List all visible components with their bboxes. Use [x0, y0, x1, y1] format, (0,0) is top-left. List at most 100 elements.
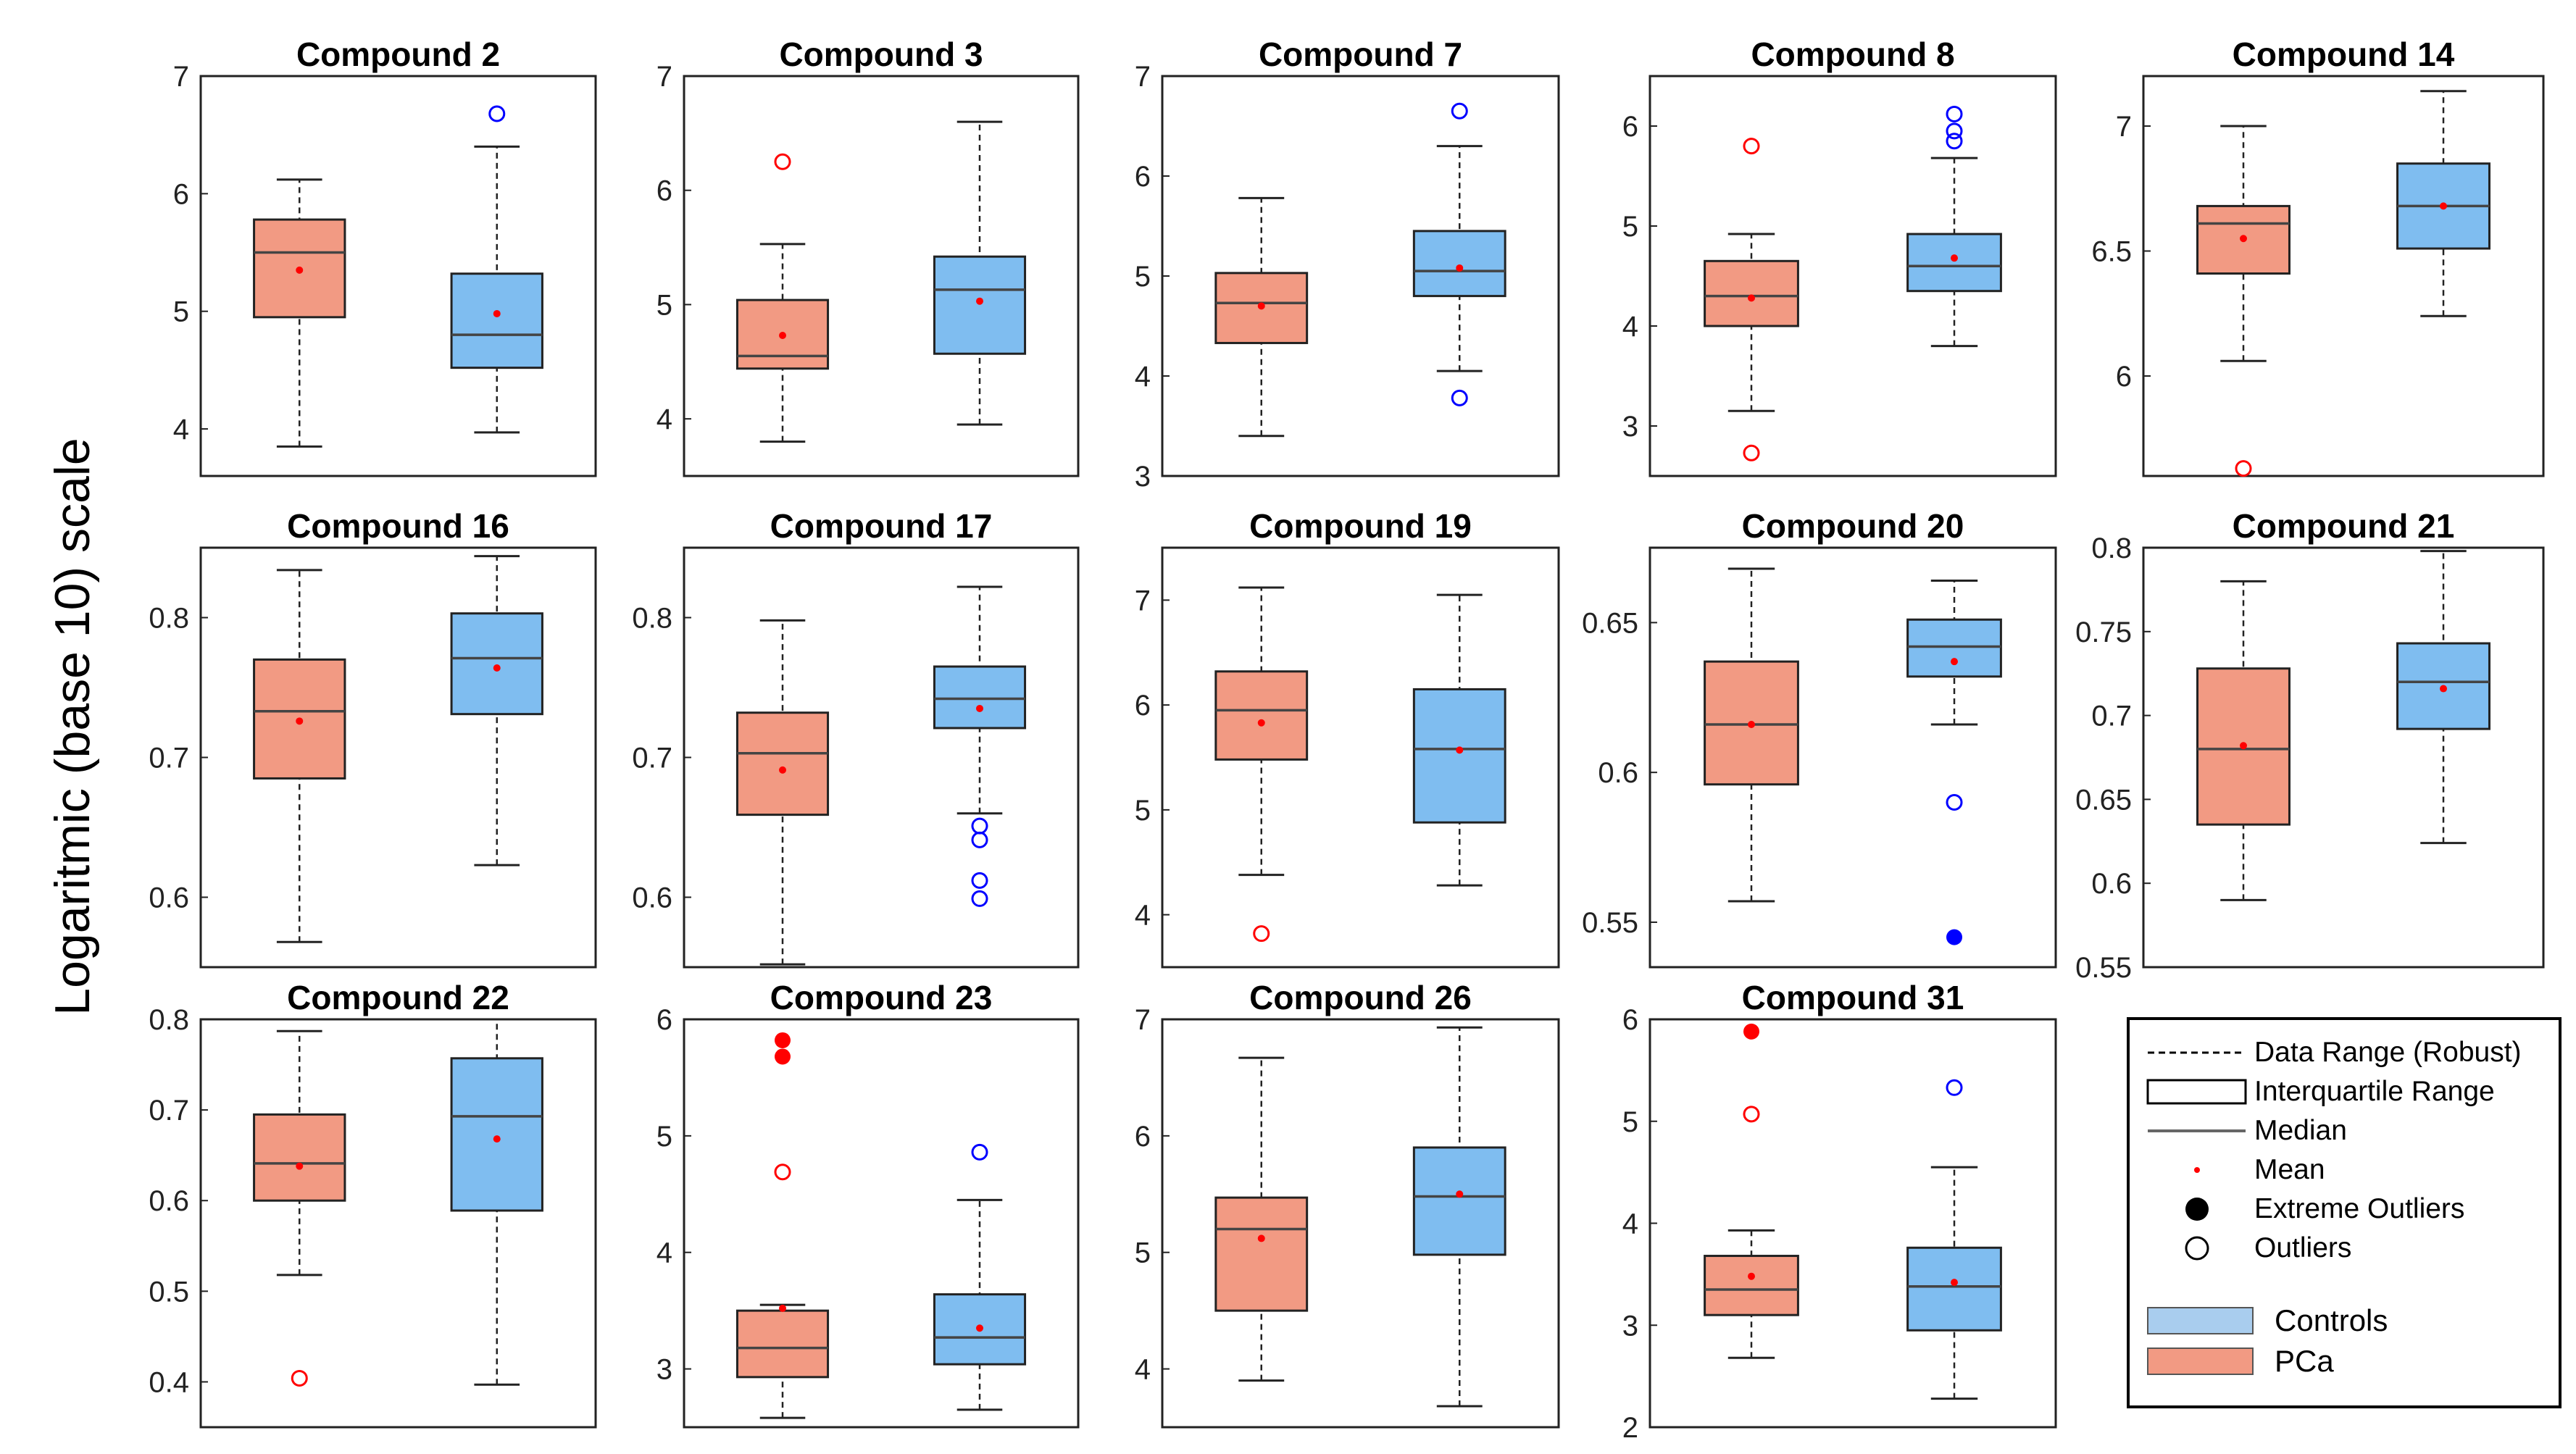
median-line-icon	[2148, 1129, 2246, 1132]
chart-title: Compound 23	[770, 979, 993, 1016]
mean-dot	[493, 1135, 501, 1143]
mean-dot	[2440, 685, 2447, 693]
mean-dot	[779, 332, 786, 340]
mean-dot	[976, 1324, 983, 1332]
outlier-point	[488, 105, 506, 122]
controls-swatch-icon	[2147, 1307, 2254, 1334]
mean-dot	[296, 717, 304, 725]
outlier-point	[1946, 122, 1963, 140]
box-controls	[450, 105, 543, 434]
outlier-point	[1451, 389, 1468, 406]
iqr-box	[253, 218, 346, 319]
y-tick-label: 0.55	[1582, 907, 1638, 939]
y-tick-label: 6	[1622, 1004, 1638, 1036]
chart-title: Compound 17	[770, 507, 993, 545]
panel-compound-7: Compound 7 3 4 5 6 7	[1135, 35, 1560, 493]
y-tick-label: 0.7	[149, 743, 189, 774]
outlier-point	[1253, 925, 1270, 943]
iqr-box	[1412, 688, 1506, 824]
mean-dot	[1257, 719, 1265, 727]
y-tick-label: 0.6	[2091, 868, 2132, 900]
outlier-point	[1946, 133, 1963, 150]
mean-dot	[1951, 254, 1958, 262]
y-tick-label: 0.7	[149, 1095, 189, 1127]
box-pca	[2196, 580, 2291, 901]
y-tick-label: 5	[1622, 1106, 1638, 1138]
y-tick-label: 3	[656, 1354, 672, 1386]
panel-compound-8: Compound 8 3 4 5 6	[1622, 35, 2057, 477]
pca-swatch-icon	[2147, 1348, 2254, 1375]
panel-compound-3: Compound 3 4 5 6 7	[656, 35, 1080, 477]
box-pca	[1214, 586, 1309, 943]
box-pca	[253, 178, 346, 448]
legend-label-data-range: Data Range (Robust)	[2254, 1037, 2522, 1068]
legend-entry-iqr: Interquartile Range	[2130, 1074, 2564, 1110]
legend: Data Range (Robust) Interquartile Range …	[2127, 1017, 2562, 1408]
box-pca	[1704, 138, 1799, 461]
iqr-box	[1214, 670, 1309, 761]
outlier-point	[1946, 105, 1963, 122]
iqr-box	[735, 711, 830, 816]
box-pca	[2196, 125, 2291, 477]
y-tick-label: 6	[173, 178, 189, 210]
y-tick-label: 4	[173, 414, 189, 446]
y-tick-label: 6	[1135, 690, 1151, 722]
mean-dot	[1456, 1190, 1464, 1198]
open-circle-icon	[2185, 1236, 2209, 1261]
y-tick-label: 5	[1622, 211, 1638, 243]
y-tick-label: 6	[1135, 1121, 1151, 1153]
y-tick-label: 6	[1135, 161, 1151, 193]
mean-dot	[2240, 742, 2247, 750]
y-axis-title: Logaritmic (base 10) scale	[45, 438, 100, 1016]
box-pca	[1214, 196, 1309, 438]
box-pca	[735, 1032, 830, 1419]
legend-label-extreme-outliers: Extreme Outliers	[2254, 1193, 2465, 1224]
panel-compound-14: Compound 14 6 6.5 7	[2091, 35, 2545, 477]
chart-title: Compound 7	[1259, 35, 1462, 73]
chart-title: Compound 20	[1742, 507, 1964, 545]
legend-entry-outliers: Outliers	[2130, 1230, 2564, 1266]
iqr-box	[1704, 1255, 1799, 1316]
y-tick-label: 4	[1135, 1354, 1151, 1386]
y-tick-label: 3	[1135, 461, 1151, 493]
panel-compound-20: Compound 20 0.55 0.6 0.65	[1582, 507, 2057, 969]
chart-title: Compound 21	[2233, 507, 2455, 545]
y-tick-label: 0.6	[1598, 757, 1638, 789]
iqr-box	[450, 612, 543, 716]
panel-compound-2: Compound 2 4 5 6 7	[173, 35, 597, 477]
iqr-box	[1906, 618, 2002, 678]
y-tick-label: 6.5	[2091, 236, 2132, 268]
y-tick-label: 2	[1622, 1412, 1638, 1444]
box-pca	[1704, 567, 1799, 903]
y-tick-label: 0.55	[2075, 952, 2132, 984]
y-tick-label: 4	[656, 404, 672, 435]
y-tick-label: 0.6	[632, 882, 672, 914]
outlier-point	[971, 872, 988, 889]
chart-title: Compound 8	[1751, 35, 1954, 73]
outlier-point	[1743, 1106, 1760, 1123]
box-controls	[450, 1018, 543, 1386]
box-controls	[933, 120, 1027, 426]
y-tick-label: 0.8	[149, 1004, 189, 1036]
panel-compound-26: Compound 26 4 5 6 7	[1135, 979, 1560, 1429]
box-controls	[1412, 593, 1506, 887]
box-controls	[450, 555, 543, 866]
iqr-box	[1412, 230, 1506, 298]
legend-entry-data-range: Data Range (Robust)	[2130, 1035, 2564, 1071]
legend-entry-extreme-outliers: Extreme Outliers	[2130, 1191, 2564, 1227]
legend-label-iqr: Interquartile Range	[2254, 1076, 2495, 1107]
mean-dot	[976, 704, 983, 712]
y-tick-label: 0.8	[2091, 532, 2132, 564]
box-pca	[253, 1029, 346, 1387]
y-tick-label: 0.7	[632, 743, 672, 774]
y-tick-label: 0.6	[149, 1185, 189, 1217]
mean-dot	[1257, 302, 1265, 310]
legend-entry-median: Median	[2130, 1113, 2564, 1149]
panel-compound-17: Compound 17 0.6 0.7 0.8	[632, 507, 1080, 969]
legend-label-outliers: Outliers	[2254, 1232, 2352, 1263]
box-pca	[1704, 1023, 1799, 1359]
iqr-box	[933, 255, 1027, 355]
mean-dot	[2440, 202, 2447, 210]
y-tick-label: 4	[1135, 900, 1151, 932]
dashed-line-icon	[2148, 1051, 2246, 1054]
